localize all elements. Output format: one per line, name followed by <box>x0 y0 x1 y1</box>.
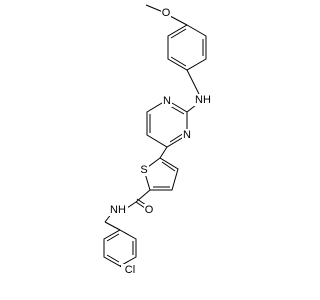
atom-label: N <box>183 129 191 141</box>
bond <box>170 56 187 67</box>
atom-label: N <box>163 95 171 107</box>
ring <box>146 99 188 148</box>
ring <box>103 229 137 267</box>
ring <box>143 157 179 191</box>
bond <box>106 254 120 263</box>
bond <box>159 146 168 159</box>
bond <box>104 221 121 231</box>
structure-diagram: O NH N N S O NH Cl <box>103 4 213 276</box>
atom-label: NH <box>110 204 126 216</box>
atom-labels: O NH N N S O NH Cl <box>108 7 213 276</box>
bond <box>186 69 200 95</box>
atom-label: Cl <box>125 264 135 276</box>
bond <box>135 201 146 209</box>
bond <box>169 132 185 143</box>
bond <box>186 104 197 113</box>
bond <box>126 201 137 209</box>
bond <box>169 15 188 26</box>
bond <box>170 28 187 39</box>
atom-label: S <box>140 164 147 176</box>
bonds <box>103 4 207 271</box>
bond <box>145 4 164 13</box>
atom-label: O <box>162 7 171 19</box>
bond <box>106 233 120 242</box>
ring <box>167 24 207 71</box>
bond <box>169 105 185 115</box>
bond <box>161 161 176 172</box>
atom-label: NH <box>195 94 211 106</box>
atom-label: O <box>145 204 154 216</box>
